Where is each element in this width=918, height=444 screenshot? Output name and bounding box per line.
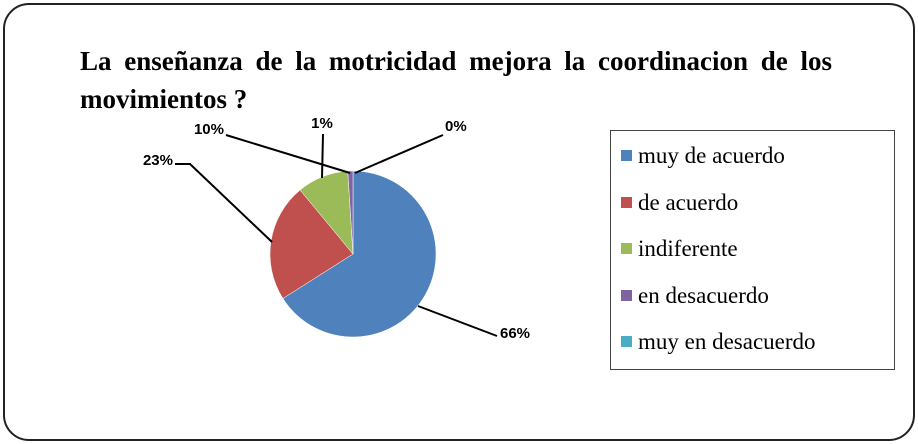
legend-swatch xyxy=(621,336,632,347)
data-label: 66% xyxy=(500,325,530,342)
chart-title: La enseñanza de la motricidad mejora la … xyxy=(80,46,832,114)
legend-swatch xyxy=(621,196,632,208)
data-label: 1% xyxy=(311,115,333,132)
legend-swatch xyxy=(621,243,632,254)
pie-slice xyxy=(347,170,354,255)
legend-label: muy en desacuerdo xyxy=(638,329,816,354)
legend-swatch xyxy=(621,289,632,301)
leader-line xyxy=(354,134,444,174)
legend-item: de acuerdo xyxy=(621,190,738,216)
leader-line xyxy=(225,134,351,174)
legend-label: muy de acuerdo xyxy=(638,143,785,168)
legend-item: muy en desacuerdo xyxy=(621,329,816,355)
legend: muy de acuerdo de acuerdo indiferente en de… xyxy=(610,130,895,370)
leader-line xyxy=(417,305,498,337)
pie-slice xyxy=(282,170,437,338)
leader-line xyxy=(175,163,273,243)
data-label: 10% xyxy=(194,121,224,138)
data-label: 23% xyxy=(143,152,173,169)
legend-label: indiferente xyxy=(638,236,738,261)
legend-label: de acuerdo xyxy=(638,189,739,215)
legend-swatch xyxy=(621,150,632,161)
legend-label: en desacuerdo xyxy=(638,282,769,308)
chart-frame xyxy=(3,3,915,441)
data-label: 0% xyxy=(445,118,467,135)
leader-line xyxy=(321,133,324,179)
legend-item: en desacuerdo xyxy=(621,283,769,309)
legend-item: indiferente xyxy=(621,236,738,262)
legend-item: muy de acuerdo xyxy=(621,143,785,169)
